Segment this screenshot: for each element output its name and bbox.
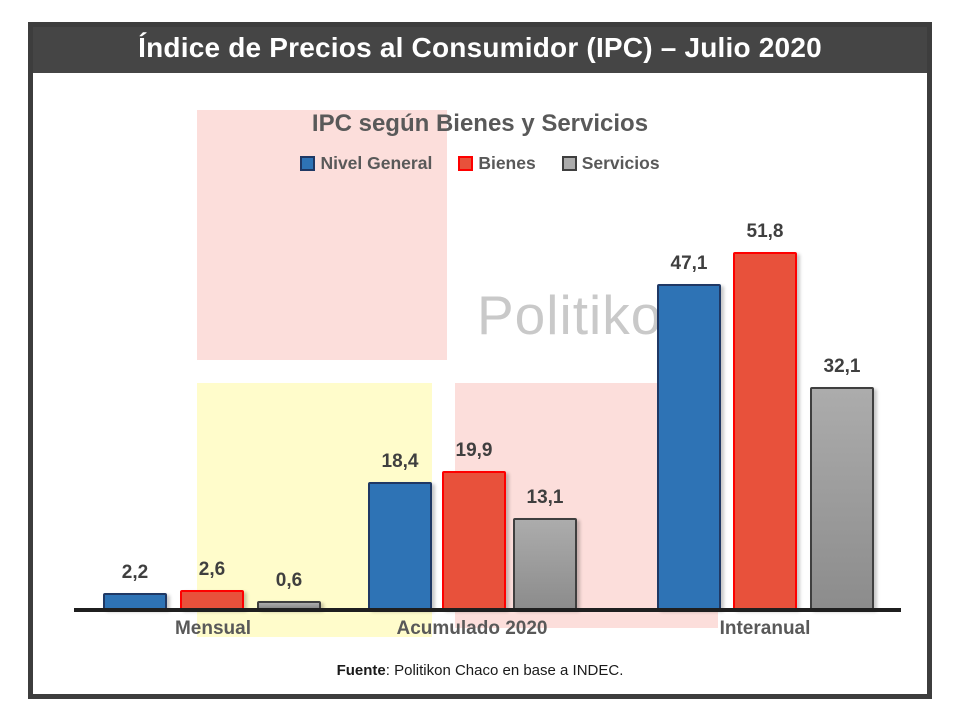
chart-legend: Nivel General Bienes Servicios [28, 153, 932, 174]
bar-servicios-1 [513, 518, 577, 610]
highlight-rect-pink-top [197, 110, 447, 360]
category-label-acumulado: Acumulado 2020 [396, 618, 548, 639]
legend-label: Bienes [478, 153, 536, 173]
value-label: 19,9 [455, 440, 493, 461]
legend-item-bienes: Bienes [458, 153, 536, 174]
category-label-interanual: Interanual [719, 618, 811, 639]
legend-item-servicios: Servicios [561, 153, 660, 174]
value-label: 2,6 [198, 559, 226, 580]
legend-swatch-icon [300, 156, 316, 171]
bar-bienes-1 [442, 471, 506, 610]
source-note: Fuente: Politikon Chaco en base a INDEC. [28, 662, 932, 679]
bar-bienes-0 [180, 590, 244, 610]
bar-bienes-2 [733, 252, 797, 610]
bar-servicios-2 [810, 387, 874, 610]
title-bar: Índice de Precios al Consumidor (IPC) – … [28, 22, 932, 73]
legend-label: Nivel General [320, 153, 433, 173]
page-title: Índice de Precios al Consumidor (IPC) – … [138, 31, 822, 63]
legend-swatch-icon [458, 156, 474, 171]
legend-swatch-icon [561, 156, 577, 171]
legend-label: Servicios [581, 153, 660, 173]
chart-title: IPC según Bienes y Servicios [311, 110, 649, 137]
value-label: 51,8 [746, 221, 784, 242]
source-note-rest: : Politikon Chaco en base a INDEC. [385, 662, 624, 679]
value-label: 13,1 [526, 487, 564, 508]
value-label: 18,4 [381, 451, 419, 472]
bar-nivel-general-1 [368, 482, 432, 610]
value-label: 0,6 [275, 570, 303, 591]
value-label: 2,2 [121, 562, 149, 583]
politikon-watermark: Politikon [477, 284, 694, 346]
x-axis-line [74, 608, 901, 612]
category-label-mensual: Mensual [174, 618, 252, 639]
bar-nivel-general-2 [657, 284, 721, 610]
source-note-bold: Fuente [336, 662, 386, 679]
value-label: 47,1 [670, 253, 708, 274]
value-label: 32,1 [823, 356, 861, 377]
legend-item-nivel-general: Nivel General [300, 153, 432, 174]
